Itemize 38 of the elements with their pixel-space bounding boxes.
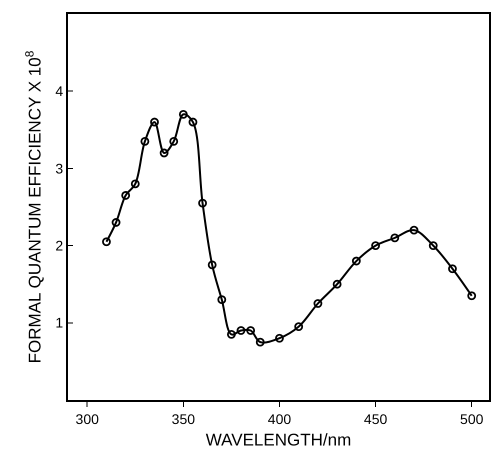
point xyxy=(390,233,400,242)
y-tick-label: 1 xyxy=(55,314,64,331)
point xyxy=(217,295,226,304)
x-tick-label: 450 xyxy=(364,410,388,427)
point xyxy=(294,322,304,332)
point xyxy=(198,198,207,208)
point xyxy=(169,136,178,146)
point xyxy=(140,136,150,146)
point xyxy=(102,237,111,246)
y-tick-label: 3 xyxy=(55,160,64,176)
point xyxy=(160,148,169,158)
point xyxy=(112,218,120,227)
point xyxy=(178,110,188,119)
point xyxy=(371,241,380,250)
x-axis-title: WAVELENGTH/nm xyxy=(206,430,352,450)
y-tick-label: 4 xyxy=(55,83,64,100)
point xyxy=(448,264,457,274)
point xyxy=(314,299,322,308)
point xyxy=(332,280,342,289)
x-tick-label: 350 xyxy=(172,410,196,427)
point xyxy=(410,226,418,235)
point xyxy=(227,330,236,339)
x-tick-label: 500 xyxy=(460,410,484,427)
point xyxy=(352,256,361,266)
point xyxy=(256,338,265,346)
point xyxy=(150,118,159,126)
y-tick-label: 2 xyxy=(55,238,64,254)
point xyxy=(236,326,246,335)
point xyxy=(188,118,198,126)
point xyxy=(428,241,438,250)
point xyxy=(208,260,217,270)
point xyxy=(275,334,284,343)
point xyxy=(467,291,476,300)
x-tick-label: 300 xyxy=(76,410,100,427)
x-tick-label: 400 xyxy=(268,410,292,427)
point xyxy=(121,191,130,200)
point xyxy=(246,326,256,335)
point xyxy=(130,179,140,188)
